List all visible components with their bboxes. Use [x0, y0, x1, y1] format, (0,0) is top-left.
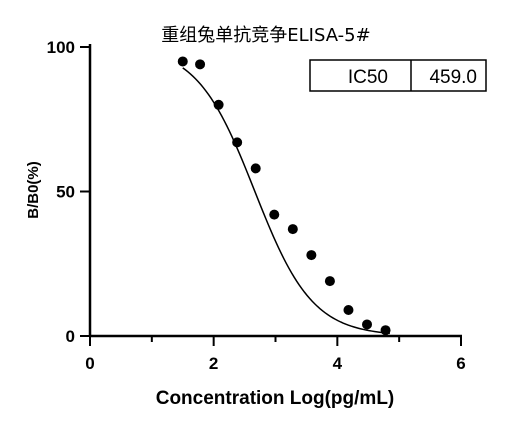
data-point [324, 276, 335, 287]
y-axis-label: B/B0(%) [25, 161, 42, 219]
x-tick-label: 0 [85, 354, 94, 373]
data-point [177, 56, 188, 67]
data-point [287, 224, 298, 235]
data-point [343, 304, 354, 315]
fit-curve [182, 67, 390, 335]
data-point [195, 59, 206, 70]
chart-title: 重组兔单抗竞争ELISA-5# [161, 25, 370, 46]
y-tick-label: 50 [56, 183, 75, 202]
ticks: 0 2 4 6 0 50 100 [47, 38, 466, 373]
ic50-table: IC50 459.0 [309, 59, 487, 92]
x-tick-label: 4 [333, 354, 343, 373]
y-tick-label: 0 [66, 327, 75, 346]
ic50-label: IC50 [348, 67, 388, 88]
x-axis-label: Concentration Log(pg/mL) [156, 388, 395, 409]
data-point [306, 250, 317, 261]
ic50-table-border [309, 59, 487, 92]
data-point [380, 325, 391, 336]
data-points [177, 56, 391, 336]
data-point [232, 137, 243, 148]
ic50-value: 459.0 [429, 67, 477, 88]
data-point [250, 163, 261, 174]
data-point [213, 99, 224, 110]
data-point [362, 319, 373, 330]
x-tick-label: 2 [209, 354, 218, 373]
data-point [269, 209, 280, 220]
y-tick-label: 100 [47, 38, 75, 57]
x-tick-label: 6 [456, 354, 465, 373]
